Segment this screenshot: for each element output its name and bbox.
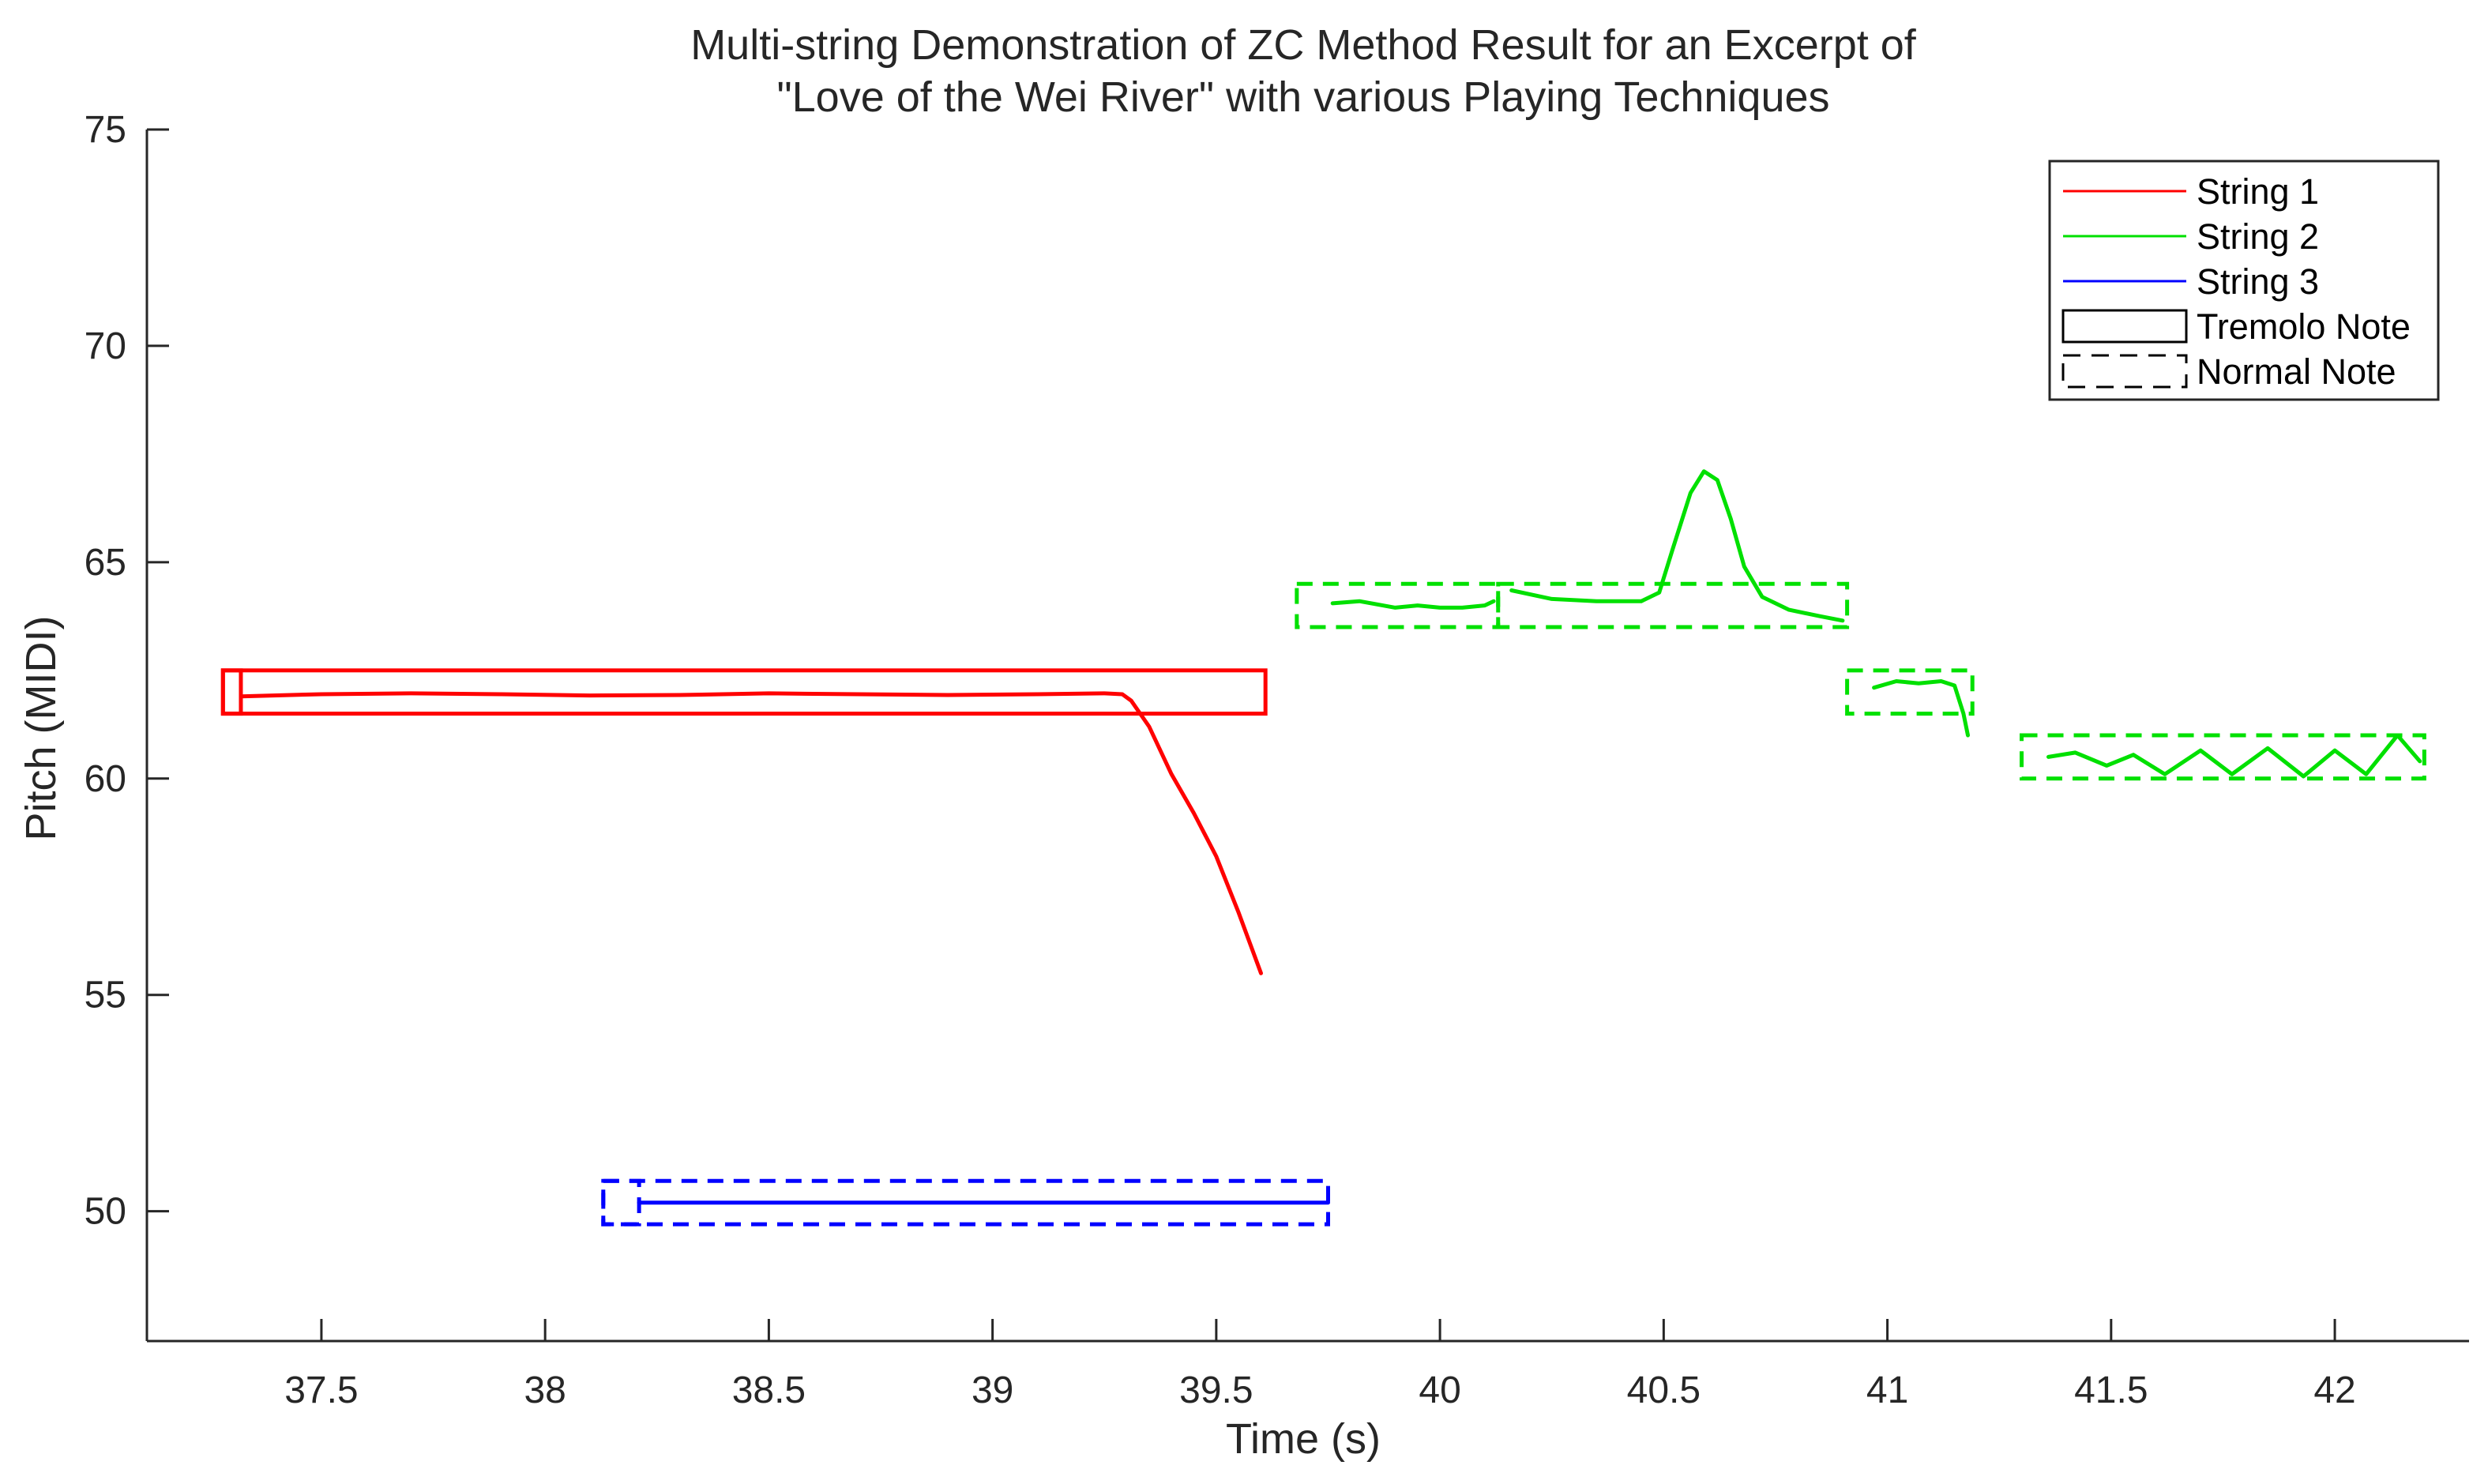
series-line-string-2 [1872,679,1970,738]
normal-note-box [1845,668,1975,716]
note-boxes [220,581,2426,1227]
legend-solid-box-swatch [2061,309,2188,344]
normal-note-box [2020,733,2426,781]
x-tick-label: 41 [1866,1369,1908,1411]
pitch-series [239,469,2422,1205]
series-line-string-1 [239,691,1263,975]
legend-label: String 3 [2197,261,2319,302]
y-axis-label: Pitch (MIDI) [17,615,65,840]
series-line-string-2 [1330,599,1496,610]
tremolo-note-box [220,668,243,716]
legend-label: String 2 [2197,216,2319,257]
x-tick-label: 39 [972,1369,1013,1411]
x-tick-label: 40 [1419,1369,1460,1411]
x-tick-label: 41.5 [2074,1369,2148,1411]
axes: 37.5 38 38.5 39 39.5 40 40.5 41 41.5 42 50 55 60 65 70… [85,109,2469,1411]
legend-label: String 1 [2197,171,2319,212]
chart-title-line-2: "Love of the Wei River" with various Pla… [776,73,1829,121]
legend-label: Normal Note [2197,351,2396,392]
chart-title: Multi-string Demonstration of ZC Method … [690,21,1917,121]
x-tick-label: 37.5 [284,1369,358,1411]
x-tick-label: 38 [524,1369,566,1411]
legend-dashed-box-swatch [2061,354,2188,389]
chart-title-line-1: Multi-string Demonstration of ZC Method … [690,21,1917,69]
series-line-string-2 [2046,733,2422,779]
x-tick-label: 42 [2313,1369,2355,1411]
y-tick-label: 50 [85,1191,126,1233]
x-tick-label: 40.5 [1627,1369,1701,1411]
x-tick-label: 39.5 [1179,1369,1253,1411]
series-line-string-2 [1509,469,1845,623]
y-tick-label: 75 [85,109,126,151]
y-tick-label: 60 [85,758,126,800]
x-tick-label: 38.5 [732,1369,806,1411]
legend-label: Tremolo Note [2197,306,2411,347]
y-tick-label: 70 [85,325,126,367]
normal-note-box [1496,581,1850,629]
x-axis-label: Time (s) [1226,1415,1381,1463]
y-tick-label: 55 [85,975,126,1016]
y-tick-label: 65 [85,542,126,584]
